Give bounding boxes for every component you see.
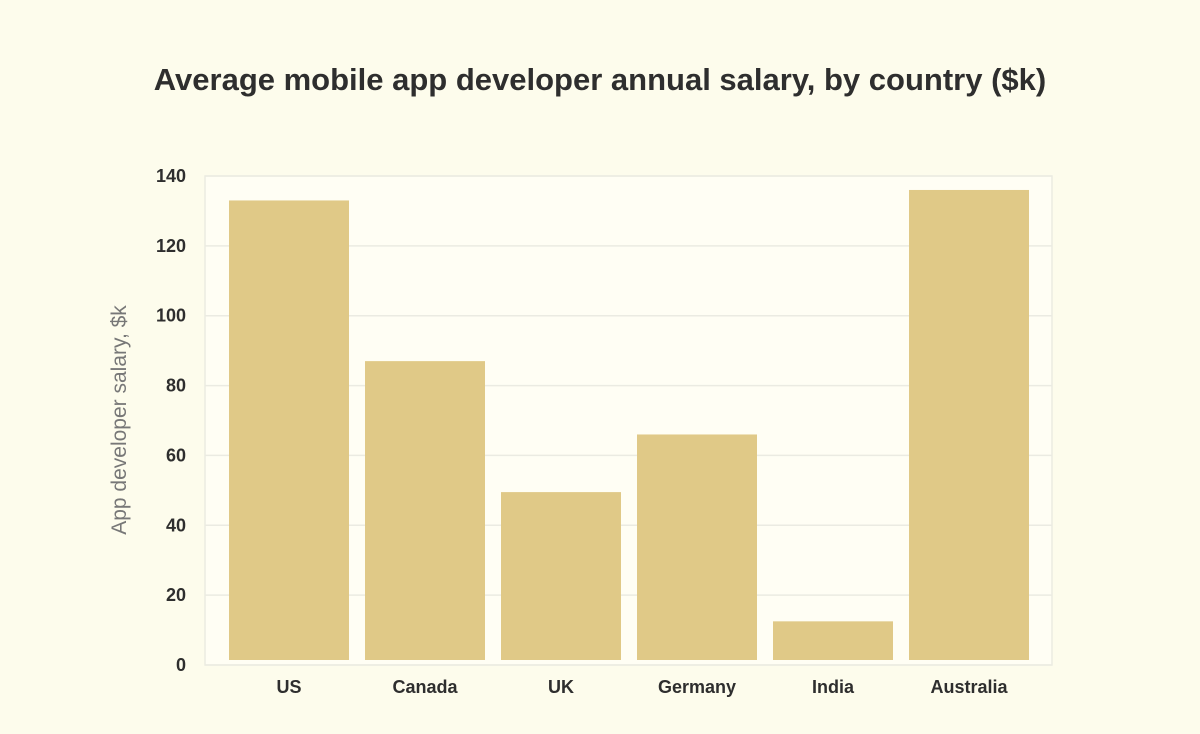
bar-uk xyxy=(501,492,621,660)
y-tick-label: 0 xyxy=(176,655,186,675)
x-tick-label: India xyxy=(812,677,855,697)
y-tick-label: 60 xyxy=(166,445,186,465)
x-tick-label: US xyxy=(276,677,301,697)
bar-australia xyxy=(909,189,1029,660)
x-tick-label: Germany xyxy=(658,677,736,697)
x-tick-label: Canada xyxy=(392,677,458,697)
x-tick-label: UK xyxy=(548,677,574,697)
bar-canada xyxy=(365,361,485,660)
bar-india xyxy=(773,621,893,660)
y-tick-label: 40 xyxy=(166,515,186,535)
y-tick-label: 120 xyxy=(156,236,186,256)
bar-germany xyxy=(637,434,757,660)
x-axis-ticks: US Canada UK Germany India Australia xyxy=(276,677,1008,697)
y-tick-label: 20 xyxy=(166,585,186,605)
bar-us xyxy=(229,200,349,660)
y-tick-label: 80 xyxy=(166,376,186,396)
y-axis-title: App developer salary, $k xyxy=(108,305,131,535)
bars xyxy=(229,189,1029,660)
x-tick-label: Australia xyxy=(930,677,1008,697)
y-tick-label: 100 xyxy=(156,306,186,326)
y-tick-label: 140 xyxy=(156,166,186,186)
y-axis-ticks: 0 20 40 60 80 100 120 140 xyxy=(156,166,186,675)
chart-title: Average mobile app developer annual sala… xyxy=(153,62,1047,97)
